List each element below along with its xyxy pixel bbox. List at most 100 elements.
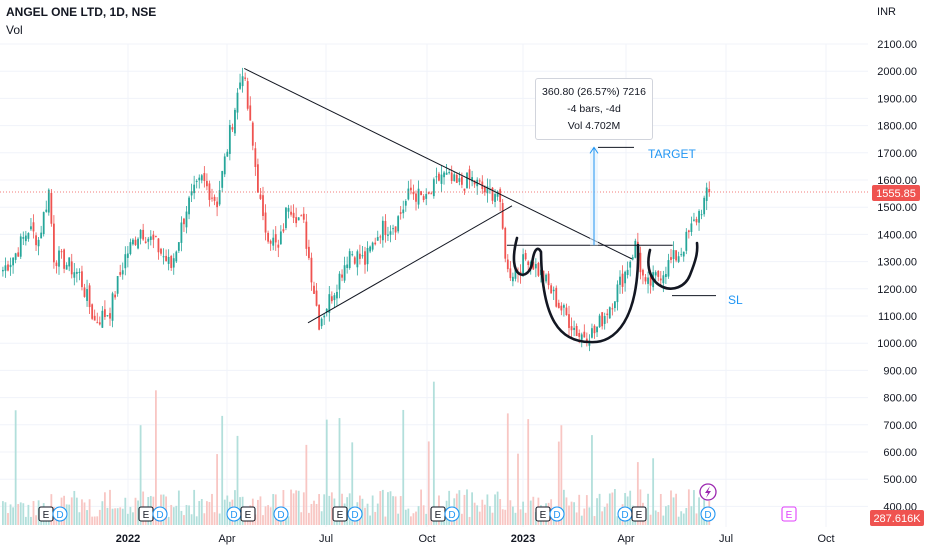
- volume-bar: [292, 493, 295, 525]
- candle-body: [443, 172, 445, 178]
- dividend-badge[interactable]: D: [549, 506, 565, 522]
- candle-body: [642, 269, 644, 276]
- dividend-badge[interactable]: D: [700, 506, 716, 522]
- volume-bar: [596, 498, 598, 525]
- badge-shape: [273, 506, 289, 522]
- candle-body: [264, 212, 267, 233]
- volume-bar: [236, 435, 239, 525]
- candle-body: [389, 231, 392, 235]
- candle-body: [234, 109, 236, 134]
- candle-body: [695, 218, 698, 223]
- volume-bar: [670, 490, 672, 525]
- volume-bar: [101, 501, 104, 525]
- volume-bar: [302, 492, 305, 525]
- badge-shape: [549, 506, 565, 522]
- dividend-badge[interactable]: D: [273, 506, 289, 522]
- candle-body: [160, 248, 162, 254]
- candle-body: [333, 295, 336, 301]
- candle-body: [532, 261, 535, 270]
- candle-body: [147, 238, 150, 242]
- volume-bar: [32, 501, 35, 525]
- y-tick-label: 1100.00: [878, 311, 917, 323]
- volume-bar: [330, 492, 333, 525]
- candle-body: [545, 274, 547, 282]
- candle-body: [129, 242, 132, 254]
- candle-body: [269, 240, 272, 244]
- volume-bar: [425, 513, 428, 525]
- candle-body: [659, 278, 662, 281]
- volume-bar: [188, 505, 190, 525]
- candle-body: [422, 196, 425, 200]
- earnings-badge[interactable]: E: [430, 506, 446, 522]
- volume-bar: [203, 513, 206, 525]
- candle-body: [9, 264, 12, 268]
- candle-body: [570, 326, 573, 331]
- candle-body: [216, 201, 218, 208]
- volume-bar: [473, 502, 476, 525]
- candle-body: [157, 238, 160, 253]
- volume-bar: [177, 490, 180, 525]
- y-tick-label: 2100.00: [877, 39, 917, 51]
- candle-body: [175, 251, 178, 262]
- volume-bar: [9, 504, 12, 525]
- badge-shape: [152, 506, 168, 522]
- volume-bar: [517, 453, 519, 525]
- earnings-badge[interactable]: E: [332, 506, 348, 522]
- y-tick-label: 1800.00: [877, 121, 917, 133]
- volume-bar: [514, 512, 517, 525]
- candle-body: [325, 309, 328, 312]
- y-tick-label: 1200.00: [877, 284, 917, 296]
- volume-bar: [379, 491, 382, 525]
- candle-body: [563, 305, 565, 308]
- earnings-badge[interactable]: E: [631, 506, 647, 522]
- volume-bar: [172, 507, 175, 525]
- volume-bar: [695, 513, 698, 525]
- candle-body: [93, 315, 96, 321]
- candle-body: [649, 276, 652, 286]
- candle-body: [524, 253, 527, 260]
- volume-bar: [297, 490, 300, 525]
- volume-bar: [519, 509, 522, 525]
- y-tick-label: 1000.00: [877, 338, 917, 350]
- volume-bar: [109, 489, 111, 525]
- candle-body: [295, 217, 298, 224]
- candle-body: [580, 334, 583, 340]
- dividend-badge[interactable]: D: [152, 506, 168, 522]
- candle-body: [547, 273, 550, 286]
- candle-body: [514, 269, 517, 279]
- x-tick-label: Oct: [418, 533, 435, 545]
- candle-body: [379, 236, 382, 238]
- volume-bar: [463, 494, 466, 525]
- dividend-badge[interactable]: D: [347, 506, 363, 522]
- dividend-badge[interactable]: D: [444, 506, 460, 522]
- volume-bar: [366, 503, 369, 525]
- earnings-badge[interactable]: E: [138, 506, 154, 522]
- volume-bar: [193, 489, 196, 525]
- earnings-badge[interactable]: E: [781, 506, 797, 522]
- earnings-badge[interactable]: E: [38, 506, 54, 522]
- earnings-badge[interactable]: E: [240, 506, 256, 522]
- volume-bar: [560, 425, 563, 525]
- volume-bar: [529, 500, 532, 525]
- dividend-badge[interactable]: D: [617, 506, 633, 522]
- badge-letter: D: [230, 510, 237, 521]
- candle-body: [27, 233, 30, 239]
- volume-bar: [504, 509, 507, 525]
- candle-body: [376, 237, 379, 241]
- earnings-badge[interactable]: E: [535, 506, 551, 522]
- volume-bar: [677, 516, 680, 525]
- volume-bar: [361, 498, 364, 525]
- volume-bar: [124, 497, 127, 525]
- upper-trendline: [244, 68, 633, 260]
- dividend-badge[interactable]: D: [226, 506, 242, 522]
- lightning-icon[interactable]: [699, 483, 717, 501]
- volume-bar: [563, 489, 565, 525]
- volume-bar: [91, 516, 94, 525]
- volume-bar: [70, 497, 73, 525]
- candle-body: [223, 156, 226, 175]
- dividend-badge[interactable]: D: [52, 506, 68, 522]
- badge-letter: E: [143, 510, 150, 521]
- volume-bar: [682, 513, 685, 525]
- volume-bar: [588, 507, 591, 525]
